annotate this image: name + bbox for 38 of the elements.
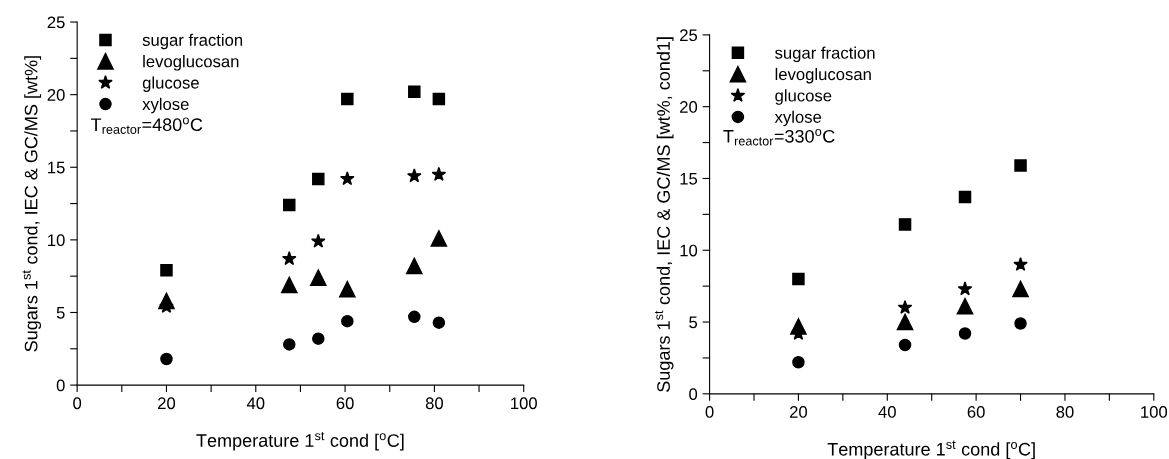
annotation: T$_{reactor}$=330$^{o}$C [723,129,835,146]
y-tick-label: 20 [680,101,698,113]
y-tick-label: 0 [56,379,65,392]
x-axis-title: Temperature 1$^{st}$ cond [$^{o}$C] [827,440,1035,459]
legend-label: glucose [142,76,199,92]
x-tick-label: 40 [878,406,896,418]
y-tick-label: 5 [56,307,65,319]
x-tick-label: 100 [511,397,537,410]
y-tick-label: 25 [47,16,65,29]
x-tick-label: 20 [158,397,176,410]
x-tick-label: 20 [790,406,808,418]
legend-label: xylose [142,97,189,114]
y-tick-label: 15 [680,173,698,185]
x-tick-label: 0 [705,406,714,418]
y-tick-label: 5 [689,316,698,329]
y-tick-label: 15 [48,161,65,174]
legend-label: xylose [774,110,822,127]
y-axis-title: Sugars 1$^{st}$ cond, IEC & GC/MS [wt%, cond1] [654,37,674,392]
legend-label: glucose [775,89,832,105]
y-tick-label: 25 [680,29,698,42]
legend-label: levoglucosan [143,55,239,71]
legend-label: levoglucosan [775,67,871,84]
legend-label: sugar fraction [142,33,243,50]
x-tick-label: 80 [425,397,444,410]
y-tick-label: 0 [689,388,698,401]
legend-label: sugar fraction [775,46,875,63]
x-tick-label: 40 [246,397,265,410]
x-tick-label: 0 [73,397,82,410]
x-axis-title: Temperature 1$^{st}$ cond [$^{o}$C] [196,431,404,451]
annotation: T$_{reactor}$=480$^{o}$C [90,117,203,134]
y-tick-label: 20 [47,89,65,101]
x-tick-label: 60 [967,406,985,418]
x-tick-label: 60 [336,397,354,410]
x-tick-label: 100 [1141,406,1168,418]
x-tick-label: 80 [1056,406,1074,418]
y-tick-label: 10 [48,234,65,247]
y-axis-title: Sugars 1$^{st}$ cond, IEC & GC/MS [wt%] [22,56,42,352]
y-tick-label: 10 [680,244,698,257]
